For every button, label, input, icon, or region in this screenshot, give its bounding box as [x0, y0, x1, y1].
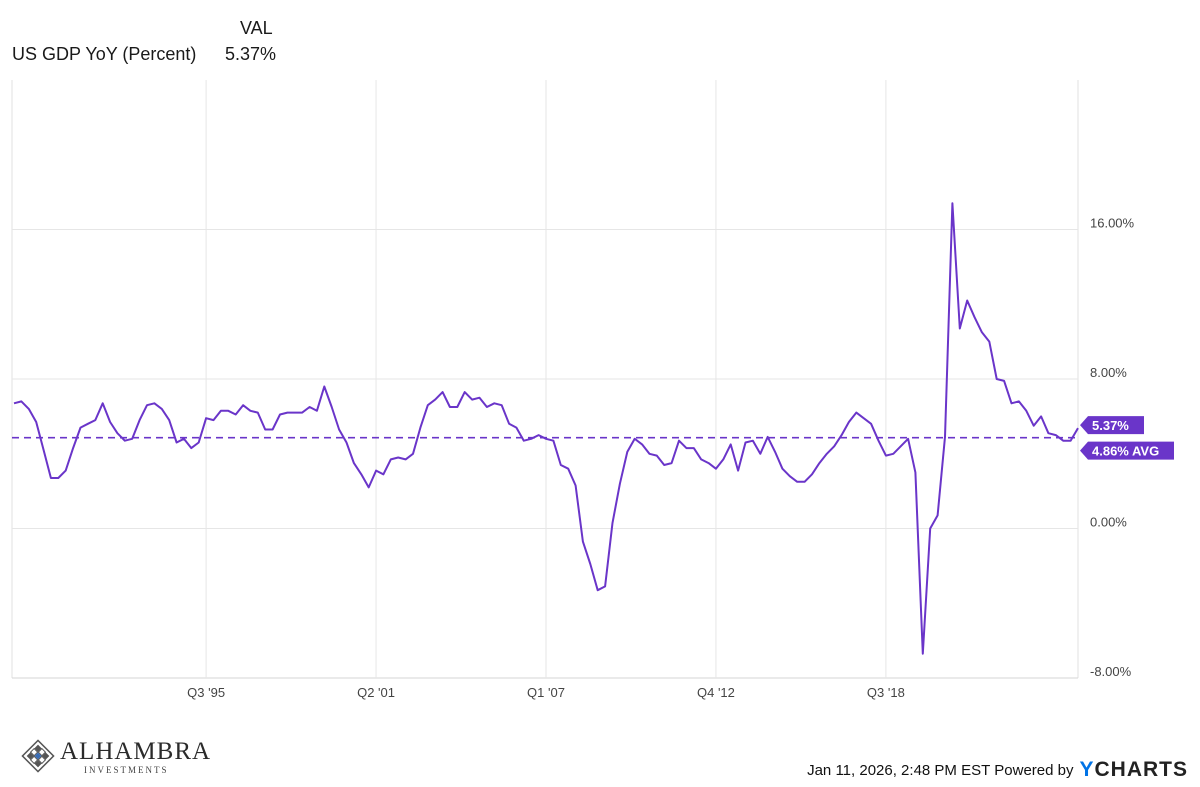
x-tick-label: Q1 '07: [527, 685, 565, 700]
ycharts-logo[interactable]: YCHARTS: [1079, 758, 1188, 782]
legend-series-value: 5.37%: [225, 44, 277, 64]
y-tick-label: 8.00%: [1090, 365, 1127, 380]
average-badge: 4.86% AVG: [1080, 441, 1174, 460]
logo-subtitle: INVESTMENTS: [84, 765, 169, 775]
chart-legend: VAL US GDP YoY (Percent) 5.37%: [0, 0, 320, 70]
timestamp: Jan 11, 2026, 2:48 PM EST: [807, 761, 991, 779]
diamond-logo-icon: [21, 739, 55, 773]
x-tick-label: Q4 '12: [697, 685, 735, 700]
legend-column-header: VAL: [240, 18, 273, 38]
axis-labels: 16.00% 8.00% 0.00% -8.00% Q3 '95 Q2 '01 Q1 '07…: [187, 216, 1134, 701]
value-badges: 5.37% 4.86% AVG: [1080, 416, 1174, 460]
y-tick-label: 16.00%: [1090, 216, 1135, 231]
legend-series-name[interactable]: US GDP YoY (Percent): [12, 44, 197, 64]
last-value-badge: 5.37%: [1080, 416, 1144, 435]
logo-name: ALHAMBRA: [60, 738, 212, 765]
last-value-badge-shape: [1080, 416, 1144, 435]
x-tick-label: Q3 '95: [187, 685, 225, 700]
last-value-badge-text: 5.37%: [1092, 418, 1129, 433]
powered-by-text: Powered by: [994, 761, 1074, 779]
y-tick-label: -8.00%: [1090, 664, 1132, 679]
footer-attribution: Jan 11, 2026, 2:48 PM EST Powered by YCH…: [807, 758, 1188, 782]
x-tick-label: Q2 '01: [357, 685, 395, 700]
ycharts-rest: CHARTS: [1094, 758, 1188, 781]
x-tick-label: Q3 '18: [867, 685, 905, 700]
y-tick-label: 0.00%: [1090, 515, 1127, 530]
alhambra-logo: ALHAMBRA INVESTMENTS: [20, 738, 220, 778]
ycharts-y: Y: [1079, 758, 1095, 781]
average-badge-text: 4.86% AVG: [1092, 444, 1159, 459]
average-badge-shape: [1080, 441, 1174, 460]
gdp-series-line: [13, 202, 1079, 655]
grid: [11, 80, 1079, 679]
series-layer: [13, 202, 1079, 655]
